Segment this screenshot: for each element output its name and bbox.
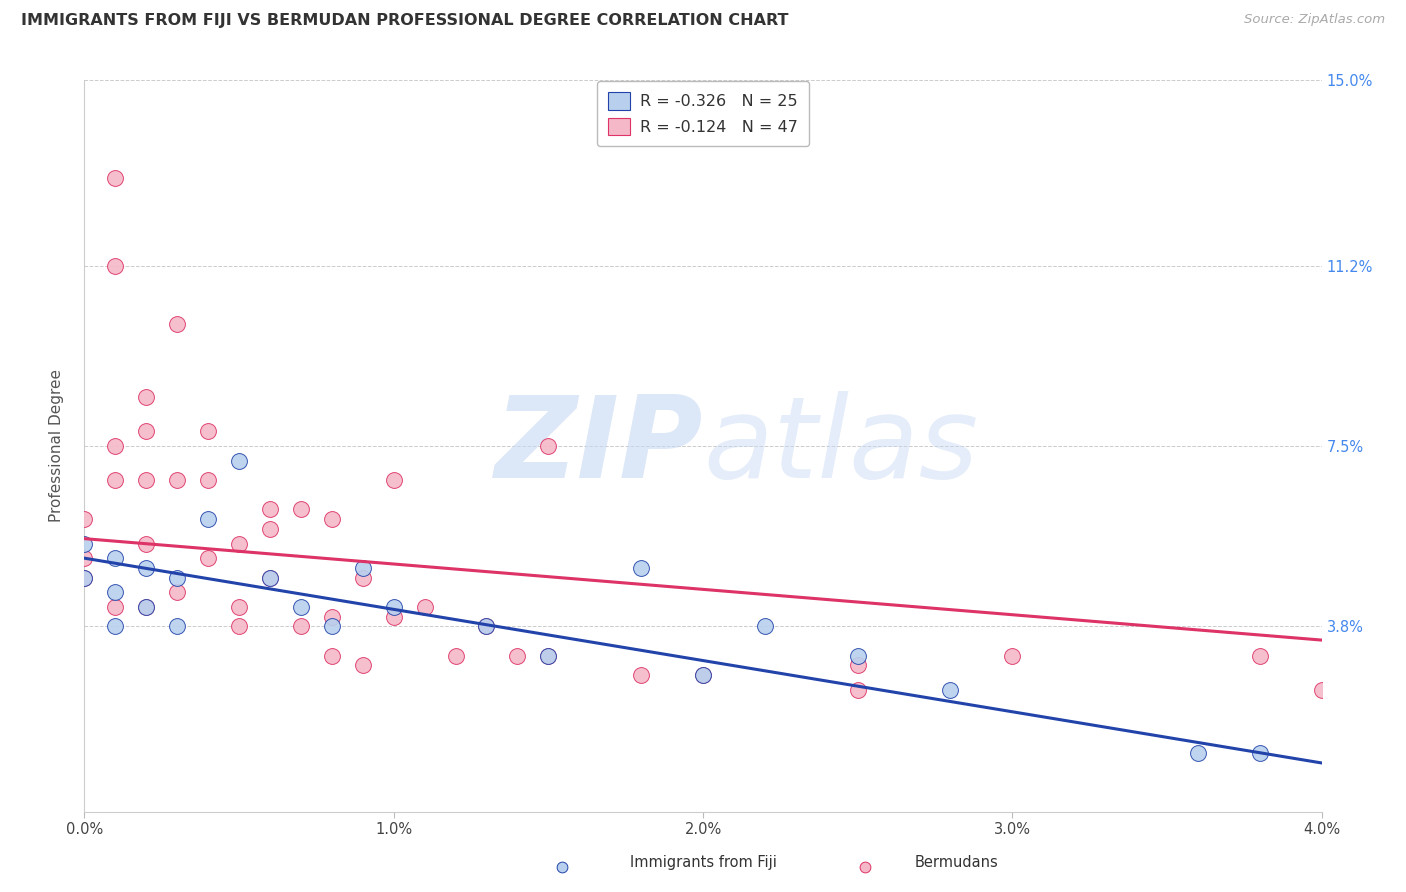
Point <box>382 609 405 624</box>
Text: Bermudans: Bermudans <box>914 855 998 870</box>
Point <box>228 536 250 550</box>
Point <box>166 571 188 585</box>
Point <box>692 668 714 682</box>
Point <box>228 453 250 467</box>
Point <box>382 473 405 487</box>
Point <box>537 439 560 453</box>
Point <box>290 619 312 633</box>
Point <box>939 682 962 697</box>
Point <box>475 619 498 633</box>
Point <box>321 512 343 526</box>
Point <box>352 571 374 585</box>
Point <box>754 619 776 633</box>
Point <box>692 668 714 682</box>
Point <box>166 473 188 487</box>
Y-axis label: Professional Degree: Professional Degree <box>49 369 63 523</box>
Point <box>135 425 157 439</box>
Point <box>853 860 876 874</box>
Point <box>135 536 157 550</box>
Point <box>506 648 529 663</box>
Point <box>537 648 560 663</box>
Point <box>259 571 281 585</box>
Point <box>1001 648 1024 663</box>
Text: atlas: atlas <box>703 391 979 501</box>
Point <box>197 425 219 439</box>
Point <box>197 473 219 487</box>
Point <box>104 473 127 487</box>
Point <box>228 619 250 633</box>
Point <box>166 317 188 331</box>
Point <box>259 502 281 516</box>
Point <box>321 648 343 663</box>
Point <box>104 170 127 185</box>
Point <box>475 619 498 633</box>
Point <box>382 599 405 614</box>
Point <box>135 599 157 614</box>
Point <box>259 571 281 585</box>
Point <box>444 648 467 663</box>
Point <box>290 599 312 614</box>
Point <box>73 536 96 550</box>
Point <box>73 551 96 566</box>
Point <box>551 860 574 874</box>
Text: IMMIGRANTS FROM FIJI VS BERMUDAN PROFESSIONAL DEGREE CORRELATION CHART: IMMIGRANTS FROM FIJI VS BERMUDAN PROFESS… <box>21 13 789 29</box>
Point <box>352 658 374 673</box>
Point <box>846 658 869 673</box>
Point <box>321 609 343 624</box>
Point <box>73 571 96 585</box>
Point <box>104 619 127 633</box>
Point <box>104 259 127 273</box>
Point <box>537 648 560 663</box>
Point <box>630 561 652 575</box>
Point <box>352 561 374 575</box>
Point <box>197 512 219 526</box>
Legend: R = -0.326   N = 25, R = -0.124   N = 47: R = -0.326 N = 25, R = -0.124 N = 47 <box>598 81 808 146</box>
Point <box>166 619 188 633</box>
Point <box>290 502 312 516</box>
Point <box>104 585 127 599</box>
Text: Immigrants from Fiji: Immigrants from Fiji <box>630 855 776 870</box>
Point <box>73 512 96 526</box>
Point <box>1249 648 1271 663</box>
Point <box>104 599 127 614</box>
Point <box>846 682 869 697</box>
Point <box>1310 682 1333 697</box>
Point <box>135 599 157 614</box>
Point <box>135 473 157 487</box>
Text: ZIP: ZIP <box>495 391 703 501</box>
Point <box>104 551 127 566</box>
Point <box>1249 746 1271 760</box>
Point <box>166 585 188 599</box>
Text: Source: ZipAtlas.com: Source: ZipAtlas.com <box>1244 13 1385 27</box>
Point <box>630 668 652 682</box>
Point <box>135 561 157 575</box>
Point <box>197 551 219 566</box>
Point <box>846 648 869 663</box>
Point <box>413 599 436 614</box>
Point <box>73 571 96 585</box>
Point <box>1187 746 1209 760</box>
Point <box>259 522 281 536</box>
Point <box>135 390 157 404</box>
Point <box>104 439 127 453</box>
Point <box>228 599 250 614</box>
Point <box>321 619 343 633</box>
